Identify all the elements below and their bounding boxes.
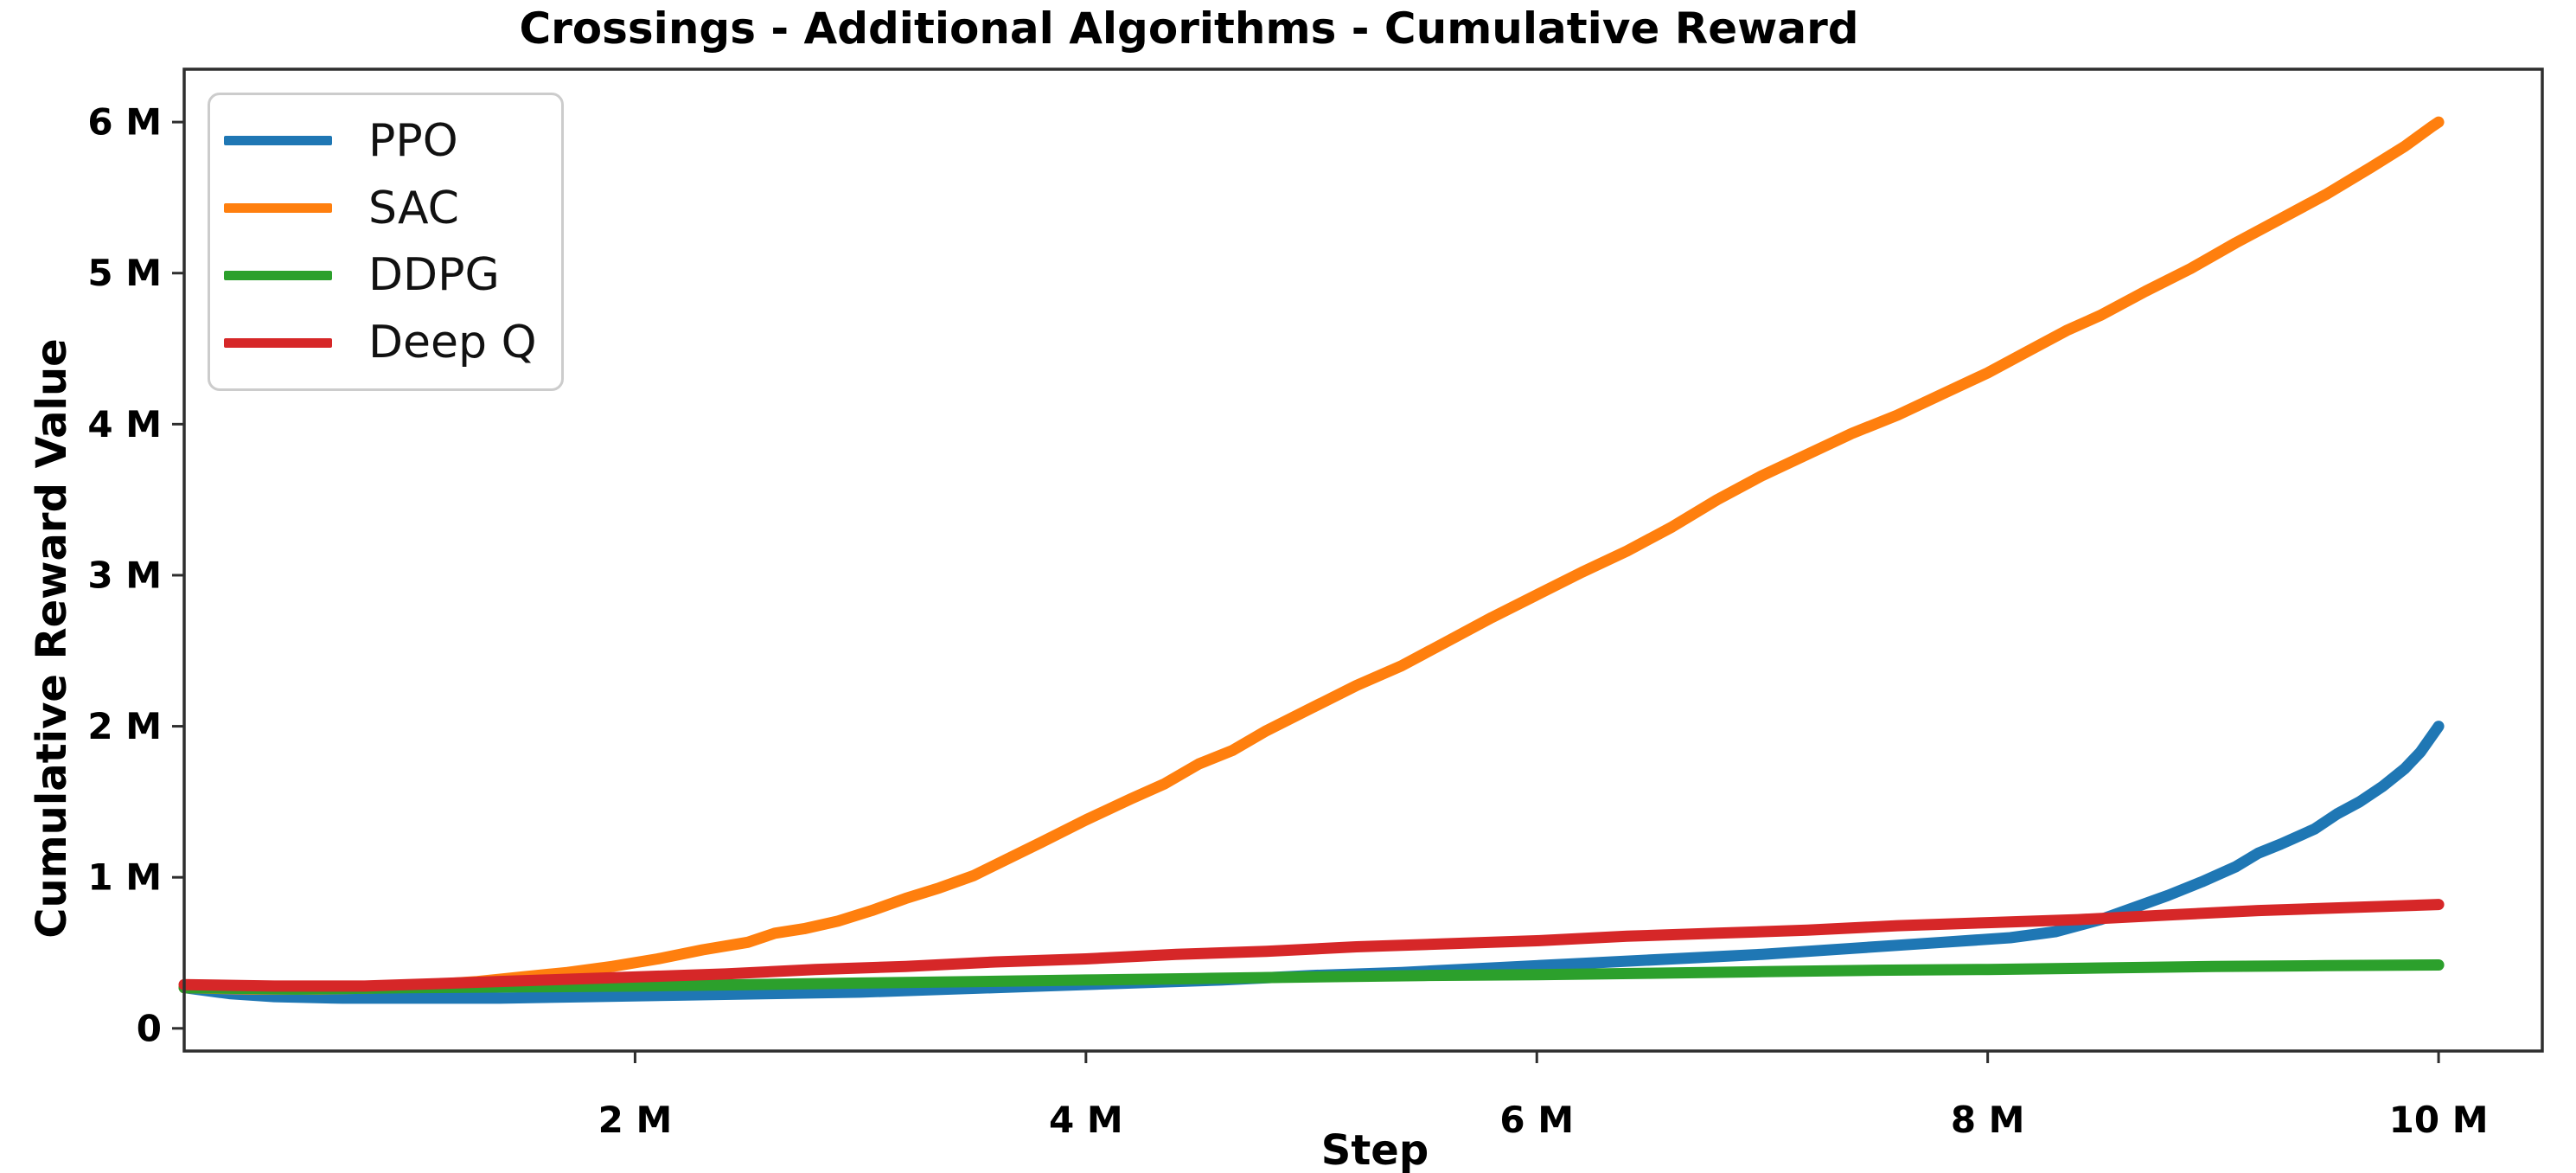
legend-entry-ddpg: DDPG bbox=[224, 245, 561, 305]
series-line-sac bbox=[178, 116, 2445, 995]
plot-border bbox=[182, 67, 2544, 1053]
legend-swatch-ppo bbox=[224, 136, 332, 146]
legend-label: DDPG bbox=[368, 249, 500, 302]
y-tick-label: 3 M bbox=[87, 554, 162, 596]
y-tick-label: 6 M bbox=[87, 101, 162, 144]
legend-swatch-ddpg bbox=[224, 270, 332, 280]
y-tick-label: 1 M bbox=[87, 856, 162, 899]
legend-label: SAC bbox=[368, 182, 459, 234]
x-tick-label: 8 M bbox=[1951, 1099, 2025, 1141]
legend-entry-ppo: PPO bbox=[224, 111, 561, 171]
series-line-deep-q bbox=[178, 899, 2445, 992]
y-tick-label: 5 M bbox=[87, 252, 162, 294]
x-tick-label: 6 M bbox=[1499, 1099, 1574, 1141]
x-tick-label: 10 M bbox=[2389, 1099, 2489, 1141]
legend-swatch-sac bbox=[224, 203, 332, 214]
x-tick-label: 2 M bbox=[598, 1099, 673, 1141]
y-tick-label: 0 bbox=[137, 1007, 162, 1049]
legend-label: Deep Q bbox=[368, 317, 537, 369]
legend-entry-deep-q: Deep Q bbox=[224, 312, 561, 373]
legend: PPO SAC DDPG Deep Q bbox=[208, 93, 564, 391]
chart-title: Crossings - Additional Algorithms - Cumu… bbox=[519, 3, 1859, 54]
legend-swatch-deep-q bbox=[224, 337, 332, 348]
series-line-ddpg bbox=[178, 959, 2445, 995]
legend-entry-sac: SAC bbox=[224, 178, 561, 239]
y-tick-label: 4 M bbox=[87, 403, 162, 445]
x-tick-label: 4 M bbox=[1049, 1099, 1123, 1141]
y-tick-label: 2 M bbox=[87, 705, 162, 747]
series-line-ppo bbox=[178, 721, 2445, 1004]
legend-label: PPO bbox=[368, 114, 458, 167]
x-axis-title: Step bbox=[1320, 1126, 1429, 1173]
